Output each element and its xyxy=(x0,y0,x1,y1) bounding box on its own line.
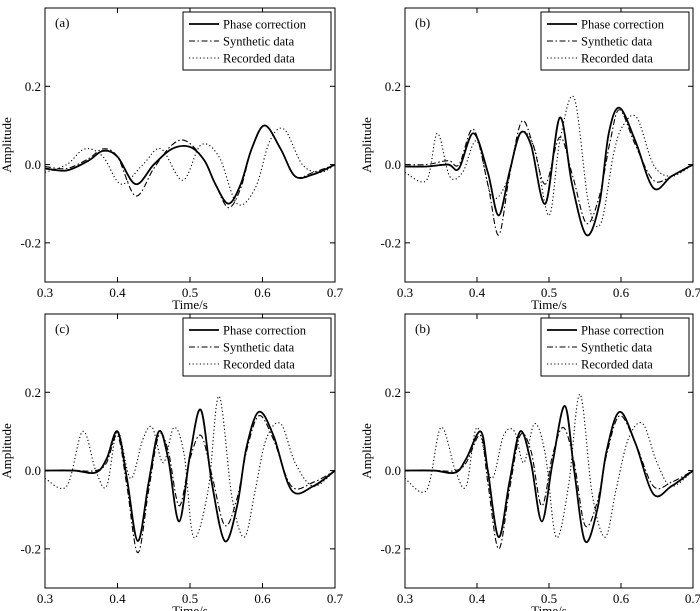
x-tick-label: 0.7 xyxy=(327,285,344,300)
x-tick-label: 0.6 xyxy=(254,285,271,300)
y-tick-label: -0.2 xyxy=(380,235,401,250)
series-line-phase-correction xyxy=(405,405,693,544)
series-line-phase-correction xyxy=(45,124,335,205)
chart-panel-3: 0.3 0.4 0.5 0.6 0.7 -0.2 0.0 0.2 Time/s Amplitude… xyxy=(0,313,344,611)
legend-box xyxy=(182,11,332,71)
legend-entry-label: Phase correction xyxy=(223,324,307,338)
x-tick-label: 0.7 xyxy=(685,591,700,606)
series-line-recorded-data xyxy=(405,393,693,538)
legend-entry-label: Phase correction xyxy=(223,18,307,32)
y-tick-label: 0.0 xyxy=(25,463,41,478)
y-tick-label: 0.2 xyxy=(25,385,41,400)
legend: Phase correction Synthetic data Recorded d… xyxy=(182,11,332,71)
x-tick-label: 0.4 xyxy=(109,591,126,606)
legend-entry-label: Synthetic data xyxy=(581,35,653,49)
x-axis-title: Time/s xyxy=(172,603,208,611)
legend-entry-label: Recorded data xyxy=(581,52,653,66)
y-axis-title: Amplitude xyxy=(359,423,374,479)
legend-box xyxy=(182,317,332,377)
x-tick-label: 0.4 xyxy=(469,591,486,606)
x-tick-label: 0.5 xyxy=(182,285,198,300)
y-tick-label: 0.0 xyxy=(25,157,41,172)
y-tick-label: 0.0 xyxy=(385,157,401,172)
y-axis-title: Amplitude xyxy=(359,117,374,173)
panel-label: (c) xyxy=(55,321,69,336)
chart-panel-2: 0.3 0.4 0.5 0.6 0.7 -0.2 0.0 0.2 Time/s Amplitude… xyxy=(359,7,700,312)
legend-entry-label: Recorded data xyxy=(581,358,653,372)
panel-label: (b) xyxy=(415,321,430,336)
x-tick-label: 0.5 xyxy=(541,591,557,606)
x-tick-label: 0.6 xyxy=(613,591,630,606)
x-tick-label: 0.3 xyxy=(397,591,413,606)
legend: Phase correction Synthetic data Recorded d… xyxy=(540,317,690,377)
x-tick-label: 0.5 xyxy=(182,591,198,606)
series-line-synthetic-data xyxy=(45,124,335,209)
y-tick-label: 0.2 xyxy=(25,79,41,94)
x-axis-title: Time/s xyxy=(531,603,567,611)
x-axis-title: Time/s xyxy=(531,297,567,312)
y-tick-label: -0.2 xyxy=(380,541,401,556)
legend: Phase correction Synthetic data Recorded d… xyxy=(540,11,690,71)
chart-panel-4: 0.3 0.4 0.5 0.6 0.7 -0.2 0.0 0.2 Time/s Amplitude… xyxy=(359,313,700,611)
x-tick-label: 0.4 xyxy=(109,285,126,300)
y-tick-label: 0.2 xyxy=(385,385,401,400)
series-line-recorded-data xyxy=(45,395,335,539)
legend-entry-label: Recorded data xyxy=(223,52,295,66)
legend-entry-label: Synthetic data xyxy=(223,35,295,49)
series-line-recorded-data xyxy=(45,127,335,206)
legend-entry-label: Phase correction xyxy=(581,324,665,338)
y-tick-label: -0.2 xyxy=(20,541,41,556)
legend-entry-label: Synthetic data xyxy=(223,341,295,355)
x-tick-label: 0.7 xyxy=(327,591,344,606)
panel-label: (b) xyxy=(415,15,430,30)
series-line-synthetic-data xyxy=(405,109,693,236)
legend-entry-label: Synthetic data xyxy=(581,341,653,355)
y-axis-title: Amplitude xyxy=(0,423,14,479)
legend: Phase correction Synthetic data Recorded d… xyxy=(182,317,332,377)
series-line-phase-correction xyxy=(405,106,693,237)
panel-label: (a) xyxy=(55,15,69,30)
y-axis-title: Amplitude xyxy=(0,117,14,173)
y-tick-label: -0.2 xyxy=(20,235,41,250)
legend-box xyxy=(540,317,690,377)
series-line-recorded-data xyxy=(405,95,693,228)
legend-entry-label: Phase correction xyxy=(581,18,665,32)
x-axis-title: Time/s xyxy=(172,297,208,312)
x-tick-label: 0.7 xyxy=(685,285,700,300)
x-tick-label: 0.4 xyxy=(469,285,486,300)
x-tick-label: 0.6 xyxy=(254,591,271,606)
x-tick-label: 0.3 xyxy=(397,285,413,300)
series-line-synthetic-data xyxy=(45,415,335,554)
y-tick-label: 0.0 xyxy=(385,463,401,478)
x-tick-label: 0.3 xyxy=(37,591,53,606)
x-tick-label: 0.5 xyxy=(541,285,557,300)
chart-panel-1: 0.3 0.4 0.5 0.6 0.7 -0.2 0.0 0.2 Time/s Amplitude… xyxy=(0,7,344,312)
legend-entry-label: Recorded data xyxy=(223,358,295,372)
x-tick-label: 0.3 xyxy=(37,285,53,300)
legend-box xyxy=(540,11,690,71)
x-tick-label: 0.6 xyxy=(613,285,630,300)
y-tick-label: 0.2 xyxy=(385,79,401,94)
series-line-phase-correction xyxy=(45,408,335,543)
